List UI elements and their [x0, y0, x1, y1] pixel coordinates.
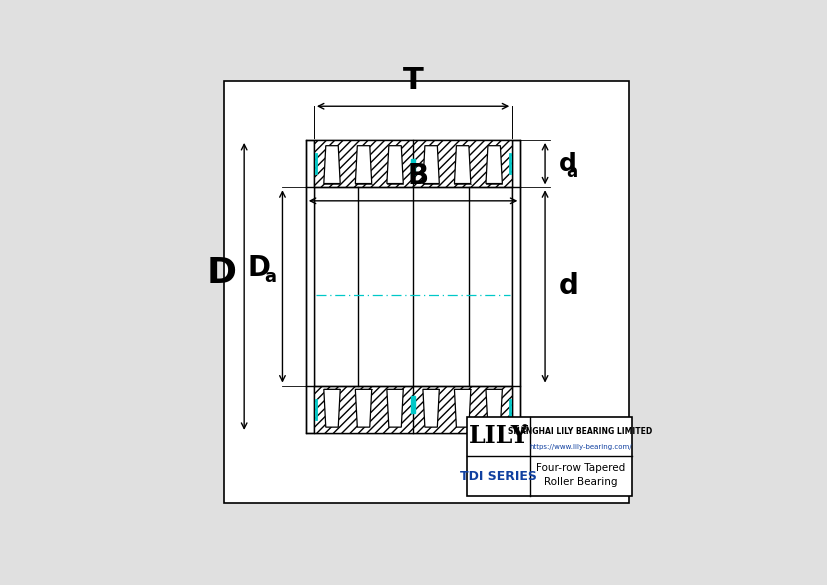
Bar	[313, 140, 512, 187]
Polygon shape	[485, 146, 502, 184]
Polygon shape	[355, 146, 371, 184]
Polygon shape	[423, 146, 439, 184]
Text: d: d	[558, 152, 576, 176]
Polygon shape	[386, 146, 403, 184]
Polygon shape	[485, 389, 502, 427]
Text: a: a	[264, 269, 276, 287]
Polygon shape	[454, 389, 471, 427]
Text: https://www.lily-bearing.com/: https://www.lily-bearing.com/	[528, 444, 631, 450]
Bar	[512, 140, 519, 433]
Polygon shape	[323, 389, 340, 427]
Text: Four-row Tapered
Roller Bearing: Four-row Tapered Roller Bearing	[535, 463, 624, 487]
Bar	[466, 417, 631, 496]
Text: B: B	[407, 161, 428, 190]
Bar	[305, 140, 313, 433]
Text: SHANGHAI LILY BEARING LIMITED: SHANGHAI LILY BEARING LIMITED	[508, 426, 652, 436]
Text: LILY: LILY	[468, 424, 528, 448]
Bar	[313, 140, 512, 433]
Text: D: D	[207, 256, 237, 290]
Text: T: T	[402, 66, 423, 95]
Polygon shape	[386, 389, 403, 427]
Bar	[411, 397, 414, 413]
Polygon shape	[355, 389, 371, 427]
Text: TDI SERIES: TDI SERIES	[459, 470, 536, 483]
Polygon shape	[454, 146, 471, 184]
Bar	[411, 159, 414, 176]
Text: d: d	[558, 273, 578, 301]
Polygon shape	[323, 146, 340, 184]
Polygon shape	[423, 389, 439, 427]
Bar	[313, 386, 512, 433]
Text: ®: ®	[519, 424, 528, 434]
Text: D: D	[247, 254, 270, 283]
Text: a: a	[566, 163, 576, 181]
